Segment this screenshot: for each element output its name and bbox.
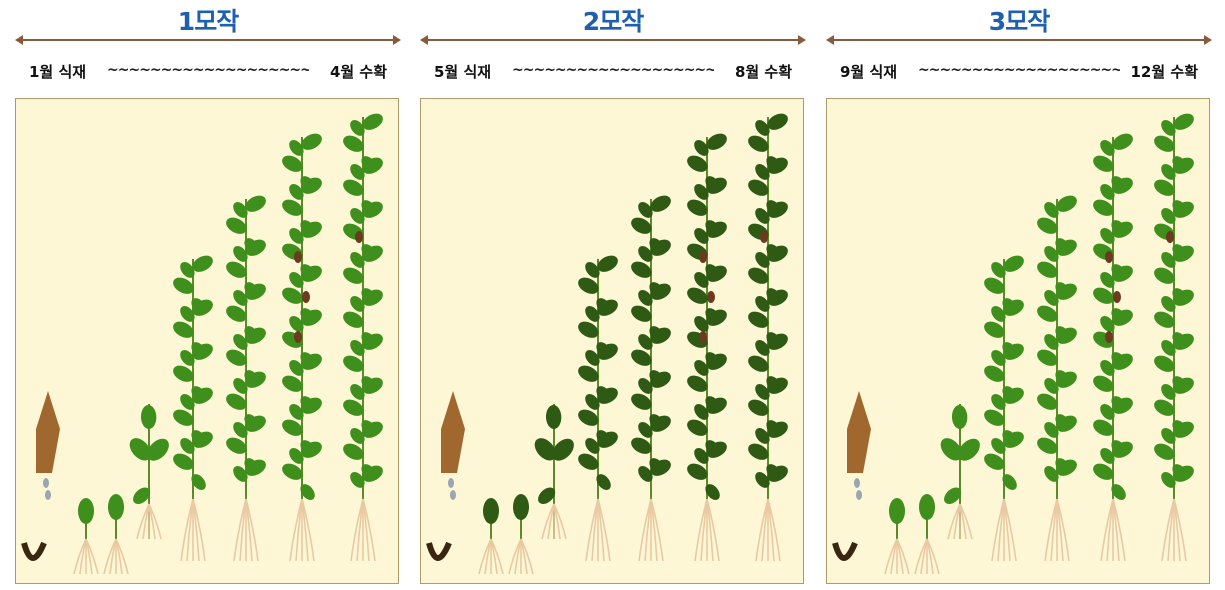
crop-panel-2: 2모작 5월 식재 ~~~~~~~~~~~~~~~~~~~~~~~~~~~~~~… xyxy=(420,0,806,590)
bean-sprout-icon xyxy=(508,494,534,575)
growth-stages-illustration xyxy=(826,98,1210,584)
soybean-plant-icon xyxy=(173,255,213,562)
schedule-tilde-line: ~~~~~~~~~~~~~~~~~~~~~~~~~~~~~~~~~~~~ xyxy=(107,62,309,76)
bean-sprout-icon xyxy=(884,498,910,575)
young-plant-icon xyxy=(534,404,574,540)
bean-seed-icon xyxy=(21,541,47,561)
schedule: 5월 식재 ~~~~~~~~~~~~~~~~~~~~~~~~~~~~~~~~~~… xyxy=(420,58,806,84)
soybean-plant-icon xyxy=(687,133,727,562)
soybean-plant-icon xyxy=(1093,133,1133,562)
planting-month: 1월 식재 xyxy=(29,63,87,81)
schedule: 1월 식재 ~~~~~~~~~~~~~~~~~~~~~~~~~~~~~~~~~~… xyxy=(15,58,401,84)
soybean-plant-icon xyxy=(748,113,788,562)
crop-panel-1: 1모작 1월 식재 ~~~~~~~~~~~~~~~~~~~~~~~~~~~~~~… xyxy=(15,0,401,590)
bean-sprout-icon xyxy=(914,494,940,575)
soybean-plant-icon xyxy=(1154,113,1194,562)
growth-stages-svg xyxy=(832,113,1194,575)
bean-sprout-icon xyxy=(478,498,504,575)
water-drop-icon xyxy=(45,490,51,500)
seed-bag-icon xyxy=(847,391,871,473)
seed-bag-icon xyxy=(441,391,465,473)
harvest-month: 8월 수확 xyxy=(734,63,792,81)
panel-title: 1모작 xyxy=(177,7,239,36)
bean-seed-icon xyxy=(832,541,858,561)
panel-title: 2모작 xyxy=(582,7,644,36)
water-drop-icon xyxy=(854,478,860,488)
water-drop-icon xyxy=(43,478,49,488)
growth-stages-svg xyxy=(21,113,383,575)
schedule-tilde-line: ~~~~~~~~~~~~~~~~~~~~~~~~~~~~~~~~~~~~ xyxy=(918,62,1120,76)
young-plant-icon xyxy=(940,404,980,540)
planting-month: 5월 식재 xyxy=(434,63,492,81)
timeline-arrow xyxy=(826,35,1212,45)
seed-bag-icon xyxy=(36,391,60,473)
schedule: 9월 식재 ~~~~~~~~~~~~~~~~~~~~~~~~~~~~~~~~~~… xyxy=(826,58,1212,84)
water-drop-icon xyxy=(448,478,454,488)
growth-stages-svg xyxy=(426,113,788,575)
soybean-plant-icon xyxy=(282,133,322,562)
timeline-arrow xyxy=(15,35,401,45)
harvest-month: 12월 수확 xyxy=(1130,63,1199,81)
water-drop-icon xyxy=(450,490,456,500)
bean-seed-icon xyxy=(426,541,452,561)
soybean-plant-icon xyxy=(578,255,618,562)
timeline-arrow xyxy=(420,35,806,45)
growth-stages-illustration xyxy=(15,98,399,584)
bean-sprout-icon xyxy=(73,498,99,575)
water-drop-icon xyxy=(856,490,862,500)
soybean-plant-icon xyxy=(343,113,383,562)
growth-stages-illustration xyxy=(420,98,804,584)
soybean-plant-icon xyxy=(984,255,1024,562)
young-plant-icon xyxy=(129,404,169,540)
soybean-plant-icon xyxy=(1037,195,1077,562)
panel-title: 3모작 xyxy=(988,7,1050,36)
bean-sprout-icon xyxy=(103,494,129,575)
crop-panel-3: 3모작 9월 식재 ~~~~~~~~~~~~~~~~~~~~~~~~~~~~~~… xyxy=(826,0,1212,590)
planting-month: 9월 식재 xyxy=(840,63,898,81)
soybean-plant-icon xyxy=(226,195,266,562)
soybean-plant-icon xyxy=(631,195,671,562)
harvest-month: 4월 수확 xyxy=(329,63,387,81)
schedule-tilde-line: ~~~~~~~~~~~~~~~~~~~~~~~~~~~~~~~~~~~~ xyxy=(512,62,714,76)
